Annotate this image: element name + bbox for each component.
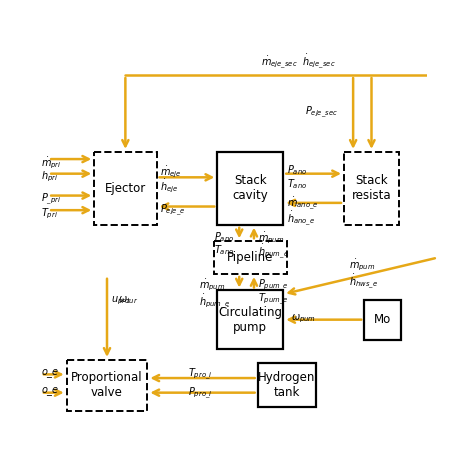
Text: $T_{ano}$: $T_{ano}$	[213, 243, 234, 257]
Text: $o\_e$: $o\_e$	[41, 385, 59, 398]
Text: Circulating
pump: Circulating pump	[218, 306, 283, 334]
Text: $h_{pri}$: $h_{pri}$	[41, 170, 58, 184]
Text: $\dot{m}_{pri}$: $\dot{m}_{pri}$	[41, 155, 62, 171]
Text: $\dot{h}_{pum\_e}$: $\dot{h}_{pum\_e}$	[199, 292, 230, 310]
Text: $\omega_{pum}$: $\omega_{pum}$	[291, 312, 316, 325]
Text: $\dot{h}_{eje}$: $\dot{h}_{eje}$	[160, 177, 179, 195]
Text: $\dot{h}_{hws\_e}$: $\dot{h}_{hws\_e}$	[349, 272, 378, 291]
Text: $\dot{m}_{pum}$: $\dot{m}_{pum}$	[199, 278, 225, 293]
Text: $o\_e$: $o\_e$	[41, 367, 59, 380]
Text: $P_{ano}$: $P_{ano}$	[287, 163, 307, 176]
Text: $\dot{m}_{pum}$: $\dot{m}_{pum}$	[349, 258, 376, 273]
Text: $P_{pum\_e}$: $P_{pum\_e}$	[258, 278, 288, 293]
Text: $P_{eje\_e}$: $P_{eje\_e}$	[160, 203, 186, 218]
Text: $T_{pro\_i}$: $T_{pro\_i}$	[188, 367, 212, 383]
FancyBboxPatch shape	[213, 241, 287, 274]
Text: Proportional
valve: Proportional valve	[71, 371, 143, 400]
Text: $\dot{m}_{ano\_e}$: $\dot{m}_{ano\_e}$	[287, 196, 319, 212]
Text: $\dot{h}_{ano\_e}$: $\dot{h}_{ano\_e}$	[287, 210, 315, 228]
FancyBboxPatch shape	[217, 291, 283, 349]
Text: $P_{eje\_sec}$: $P_{eje\_sec}$	[305, 104, 338, 119]
Text: $P_{ano}$: $P_{ano}$	[213, 230, 234, 244]
Text: Hydrogen
tank: Hydrogen tank	[258, 371, 316, 400]
Text: $\dot{m}_{eje}$: $\dot{m}_{eje}$	[160, 164, 182, 180]
Text: $\omega_{tur}$: $\omega_{tur}$	[118, 294, 138, 306]
Text: Stack
resista: Stack resista	[352, 174, 392, 202]
Text: $T_{pum\_e}$: $T_{pum\_e}$	[258, 292, 288, 308]
FancyBboxPatch shape	[217, 152, 283, 225]
FancyBboxPatch shape	[66, 360, 147, 411]
Text: Stack
cavity: Stack cavity	[232, 174, 268, 202]
FancyBboxPatch shape	[344, 152, 399, 225]
FancyBboxPatch shape	[258, 364, 317, 407]
Text: $\dot{h}_{pum\_e}$: $\dot{h}_{pum\_e}$	[258, 243, 289, 261]
Text: Mo: Mo	[374, 313, 391, 326]
Text: Pipeline: Pipeline	[227, 251, 273, 264]
Text: $T_{ano}$: $T_{ano}$	[287, 177, 307, 191]
Text: $P_{pro\_i}$: $P_{pro\_i}$	[188, 385, 212, 401]
Text: $T_{pri}$: $T_{pri}$	[41, 207, 58, 221]
Text: $\dot{m}_{pum}$: $\dot{m}_{pum}$	[258, 230, 284, 246]
Text: Ejector: Ejector	[105, 182, 146, 195]
Text: $\dot{m}_{eje\_sec}$  $\dot{h}_{eje\_sec}$: $\dot{m}_{eje\_sec}$ $\dot{h}_{eje\_sec}…	[261, 53, 336, 72]
FancyBboxPatch shape	[364, 300, 401, 340]
Text: $P_{\_pri}$: $P_{\_pri}$	[41, 192, 61, 207]
FancyBboxPatch shape	[94, 152, 156, 225]
Text: $u_{pro}$: $u_{pro}$	[110, 294, 130, 307]
